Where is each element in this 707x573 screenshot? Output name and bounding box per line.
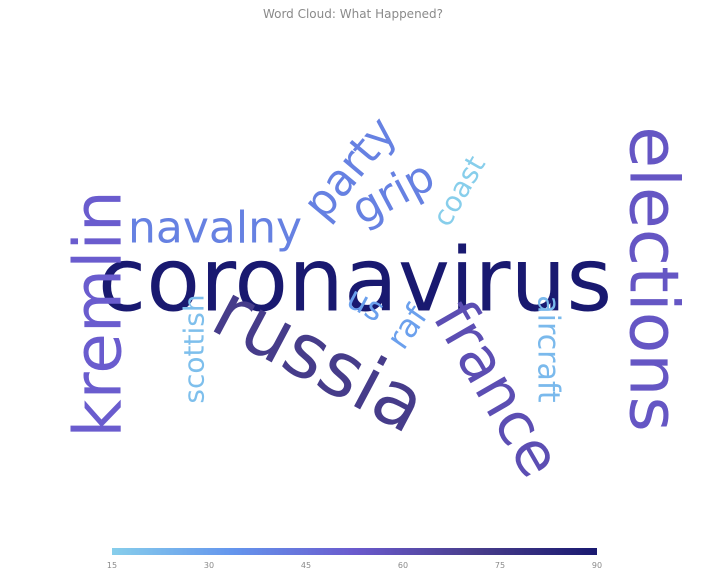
colorbar-gradient [112,548,597,555]
word-elections: elections [614,126,693,432]
word-navalny: navalny [128,203,302,254]
word-coronavirus: coronavirus [98,229,612,332]
word-kremlin: kremlin [60,190,137,437]
word-scottish: scottish [178,294,211,403]
colorbar-tick: 75 [495,561,505,570]
word-aircraft: aircraft [531,295,566,403]
colorbar-tick: 90 [592,561,602,570]
colorbar-tick: 15 [107,561,117,570]
colorbar-tick: 30 [204,561,214,570]
colorbar: 15 30 45 60 75 90 [107,548,602,570]
chart-title: Word Cloud: What Happened? [263,7,443,21]
colorbar-tick: 45 [301,561,311,570]
colorbar-tick: 60 [398,561,408,570]
